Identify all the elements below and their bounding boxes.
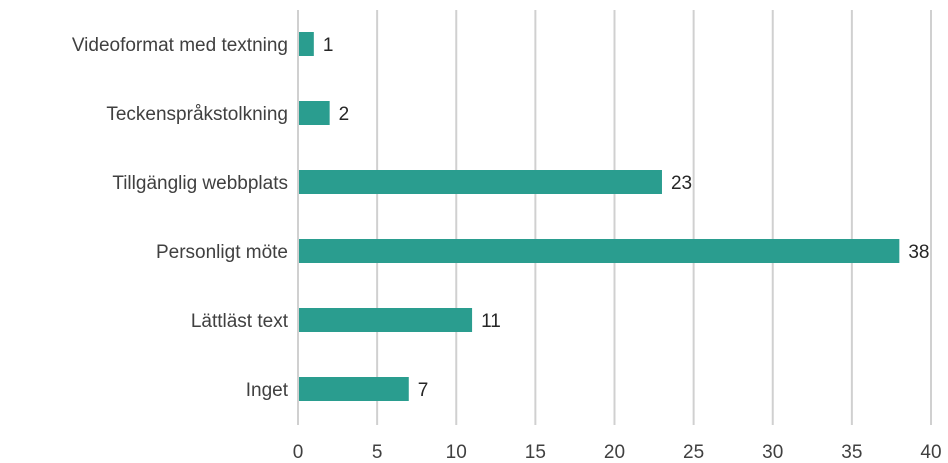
category-label: Videoformat med textning [72,35,288,56]
category-label: Teckenspråkstolkning [106,104,288,125]
x-tick-label: 15 [525,442,546,463]
x-tick-label: 20 [604,442,625,463]
category-label: Inget [246,380,289,401]
data-label: 11 [481,311,501,332]
x-tick-label: 10 [446,442,467,463]
x-tick-label: 0 [293,442,304,463]
bar [299,32,314,56]
x-tick-label: 5 [372,442,383,463]
bar [299,239,900,263]
bar [299,101,330,125]
data-label: 1 [323,35,334,56]
data-label: 2 [339,104,350,125]
x-tick-label: 35 [841,442,862,463]
data-label: 7 [418,380,429,401]
labels: 0 5 10 15 20 25 30 35 40 Videoformat med textning… [72,35,942,463]
x-tick-label: 30 [762,442,783,463]
data-label: 23 [671,173,692,194]
x-tick-label: 40 [920,442,941,463]
bar [299,308,473,332]
bar [299,170,662,194]
category-label: Lättläst text [191,311,289,332]
bars [299,32,900,401]
category-label: Personligt möte [156,242,288,263]
x-tick-label: 25 [683,442,704,463]
gridlines [297,10,932,425]
data-label: 38 [908,242,929,263]
category-label: Tillgänglig webbplats [112,173,288,194]
bar [299,377,409,401]
